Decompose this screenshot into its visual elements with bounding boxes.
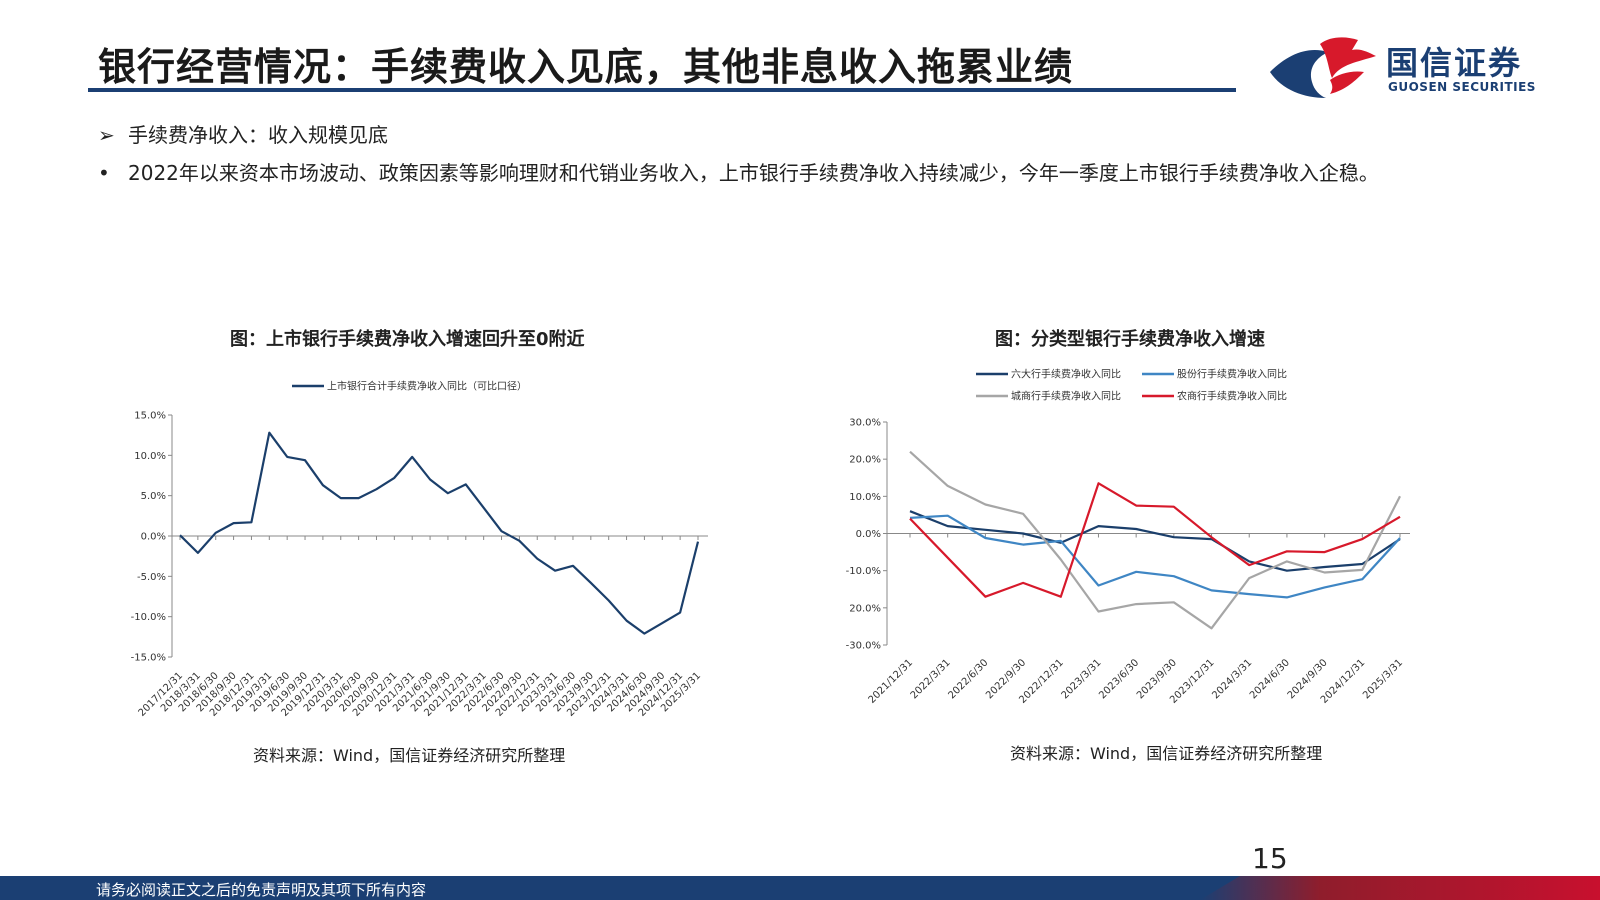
chart-left-title: 图：上市银行手续费净收入增速回升至0附近 <box>230 329 585 350</box>
logo-text-en: GUOSEN SECURITIES <box>1388 80 1536 94</box>
title-divider <box>88 88 1236 92</box>
dot-bullet-icon: • <box>98 161 110 185</box>
y-tick-label: -5.0% <box>137 572 166 583</box>
chart-right-title: 图：分类型银行手续费净收入增速 <box>995 329 1265 350</box>
series-line <box>909 450 1401 630</box>
legend-label: 农商行手续费净收入同比 <box>1177 390 1287 403</box>
page-number: 15 <box>1252 842 1288 875</box>
arrow-bullet-icon: ➢ <box>98 123 115 147</box>
y-tick-label: 0.0% <box>856 529 881 540</box>
y-tick-label: 30.0% <box>849 418 881 429</box>
bullet-body: • 2022年以来资本市场波动、政策因素等影响理财和代销业务收入，上市银行手续费… <box>98 160 1518 186</box>
bullet-heading-text: 手续费净收入：收入规模见底 <box>128 123 388 147</box>
x-tick-label: 2022/6/30 <box>946 657 990 701</box>
guosen-logo-icon <box>1270 37 1376 98</box>
x-tick-label: 2024/6/30 <box>1248 657 1292 701</box>
y-tick-label: 20.0% <box>849 455 881 466</box>
series-line <box>909 510 1401 572</box>
y-tick-label: -10.0% <box>131 612 166 623</box>
x-tick-label: 2023/3/31 <box>1060 657 1104 701</box>
legend-label: 六大行手续费净收入同比 <box>1011 368 1121 381</box>
series-line <box>179 431 700 635</box>
footer-accent <box>1200 876 1600 900</box>
series-line <box>909 514 1401 599</box>
y-tick-label: 15.0% <box>134 411 166 422</box>
bullet-body-text: 2022年以来资本市场波动、政策因素等影响理财和代销业务收入，上市银行手续费净收… <box>128 161 1379 185</box>
logo-red-tail <box>1330 71 1364 94</box>
logo-blue-wing <box>1270 50 1328 98</box>
series-line <box>909 482 1401 598</box>
chart-right-source: 资料来源：Wind，国信证券经济研究所整理 <box>1010 744 1323 763</box>
legend-label: 城商行手续费净收入同比 <box>1011 390 1121 403</box>
x-tick-label: 2024/3/31 <box>1210 657 1254 701</box>
y-tick-label: 10.0% <box>849 492 881 503</box>
logo-text-cn: 国信证券 <box>1386 44 1523 82</box>
slide-title: 银行经营情况：手续费收入见底，其他非息收入拖累业绩 <box>98 45 1074 89</box>
chart-left-source: 资料来源：Wind，国信证券经济研究所整理 <box>253 746 566 765</box>
y-tick-label: -10.0% <box>846 566 881 577</box>
logo-red-wing <box>1320 37 1376 78</box>
y-tick-label: -30.0% <box>846 641 881 652</box>
x-tick-label: 2022/3/31 <box>909 657 953 701</box>
x-tick-label: 2025/3/31 <box>1361 657 1405 701</box>
footer-disclaimer: 请务必阅读正文之后的免责声明及其项下所有内容 <box>96 881 427 899</box>
y-tick-label: 5.0% <box>141 491 166 502</box>
x-tick-label: 2023/6/30 <box>1097 657 1141 701</box>
y-tick-label: 0.0% <box>141 532 166 543</box>
legend-label: 股份行手续费净收入同比 <box>1177 368 1287 381</box>
y-tick-label: 20.0% <box>849 603 881 614</box>
bullet-heading: ➢ 手续费净收入：收入规模见底 <box>98 119 388 148</box>
y-tick-label: -15.0% <box>131 653 166 664</box>
x-tick-label: 2021/12/31 <box>867 657 916 706</box>
y-tick-label: 10.0% <box>134 451 166 462</box>
legend-label: 上市银行合计手续费净收入同比（可比口径） <box>327 380 527 393</box>
